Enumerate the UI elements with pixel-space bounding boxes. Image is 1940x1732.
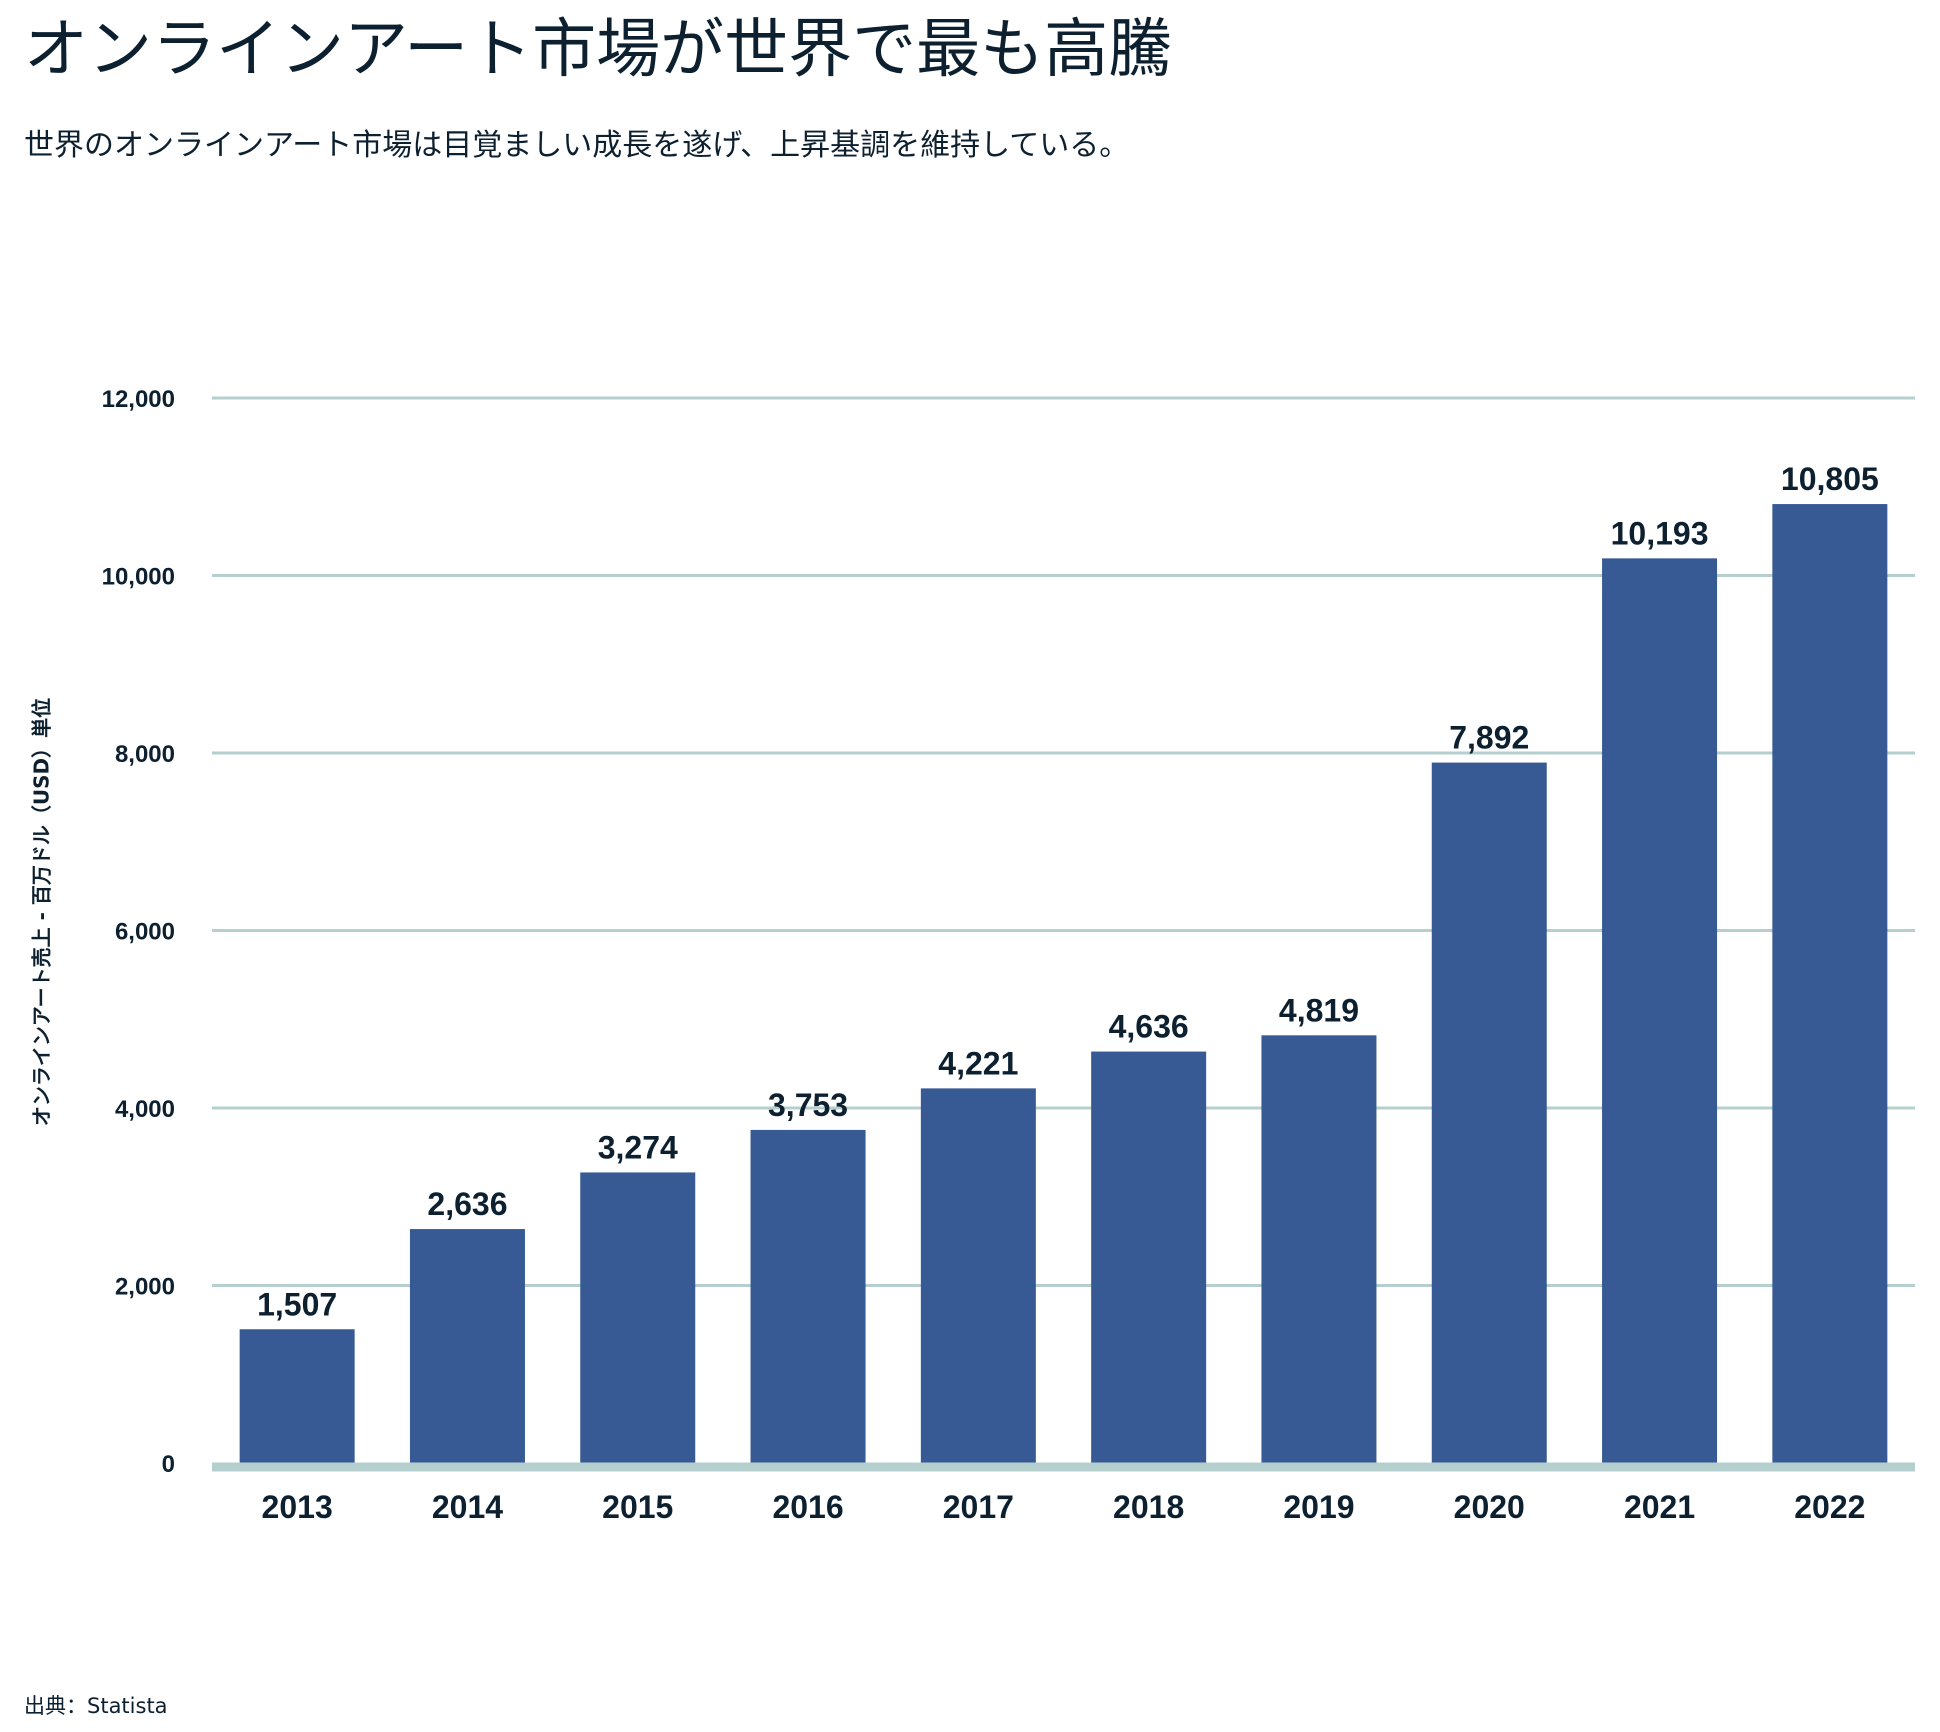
y-tick-label: 12,000: [102, 386, 175, 413]
data-label: 1,507: [257, 1286, 337, 1322]
x-tick-label: 2021: [1624, 1489, 1695, 1525]
data-label: 10,805: [1781, 461, 1879, 497]
y-tick-label: 8,000: [115, 741, 175, 768]
data-label: 3,274: [598, 1129, 678, 1165]
x-tick-label: 2019: [1283, 1489, 1354, 1525]
y-tick-label: 0: [162, 1451, 175, 1478]
bar-2013: [239, 1329, 355, 1463]
chart-subtitle: 世界のオンラインアート市場は目覚ましい成長を遂げ、上昇基調を維持している。: [24, 128, 1130, 163]
data-label: 10,193: [1611, 515, 1709, 551]
x-tick-label: 2015: [602, 1489, 673, 1525]
y-tick-label: 2,000: [115, 1274, 175, 1301]
data-label: 2,636: [427, 1186, 507, 1222]
bar-2019: [1261, 1035, 1377, 1463]
x-tick-label: 2017: [943, 1489, 1014, 1525]
source-note: 出典：Statista: [24, 1694, 168, 1718]
bar-2022: [1772, 504, 1888, 1463]
bar-2016: [750, 1129, 866, 1463]
y-tick-label: 6,000: [115, 919, 175, 946]
data-label: 4,819: [1279, 992, 1359, 1028]
x-tick-label: 2013: [262, 1489, 333, 1525]
x-tick-label: 2014: [432, 1489, 503, 1525]
y-tick-label: 4,000: [115, 1096, 175, 1123]
bar-2020: [1431, 762, 1547, 1463]
x-tick-label: 2018: [1113, 1489, 1184, 1525]
x-tick-label: 2022: [1794, 1489, 1865, 1525]
chart-title: オンラインアート市場が世界で最も高騰: [24, 13, 1173, 87]
x-tick-label: 2016: [772, 1489, 843, 1525]
data-label: 4,636: [1109, 1009, 1189, 1045]
bar-2014: [409, 1229, 525, 1463]
data-label: 4,221: [938, 1045, 1018, 1081]
bar-2018: [1091, 1051, 1207, 1463]
bar-2015: [580, 1172, 696, 1463]
data-label: 3,753: [768, 1087, 848, 1123]
x-tick-label: 2020: [1454, 1489, 1525, 1525]
y-tick-label: 10,000: [102, 564, 175, 591]
bar-2017: [920, 1088, 1036, 1463]
data-label: 7,892: [1449, 720, 1529, 756]
bar-2021: [1602, 558, 1718, 1463]
